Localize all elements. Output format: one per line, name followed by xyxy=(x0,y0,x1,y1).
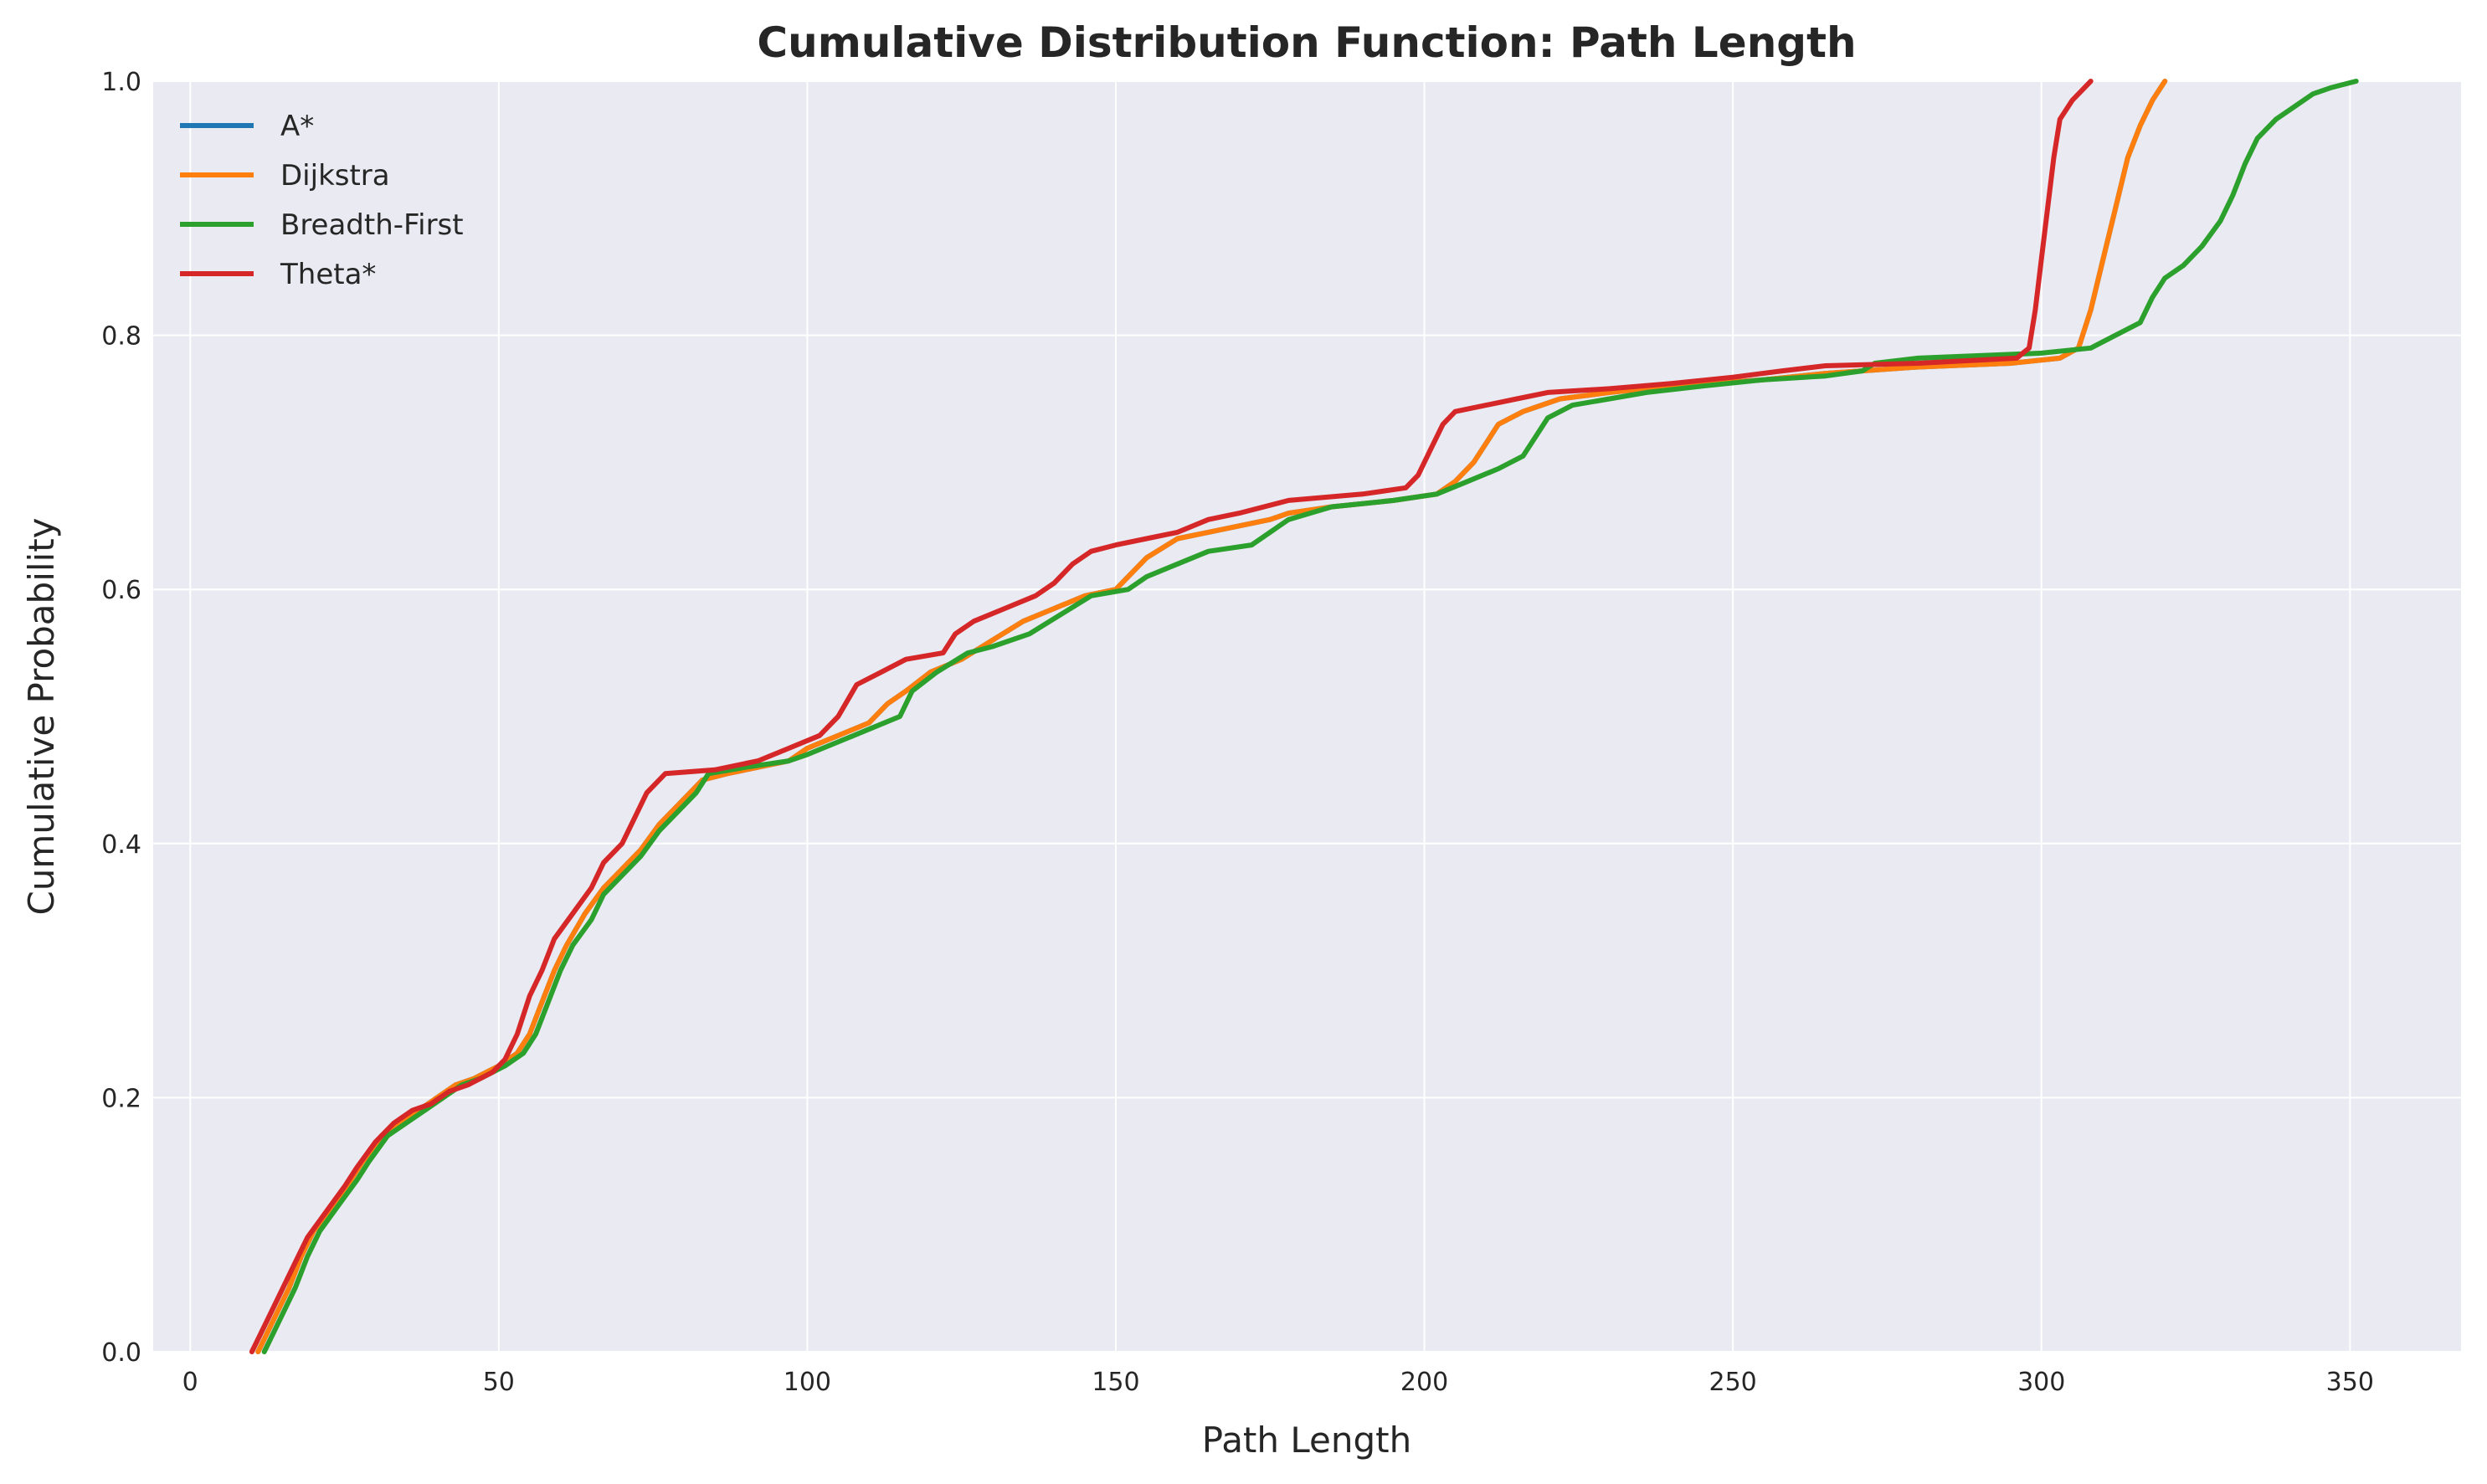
y-tick-labels: 0.0 0.2 0.4 0.6 0.8 1.0 xyxy=(101,68,141,1368)
y-axis-label: Cumulative Probability xyxy=(21,517,62,915)
y-tick-label: 0.8 xyxy=(101,322,141,352)
legend: A* Dijkstra Breadth-First Theta* xyxy=(180,110,464,291)
y-tick-label: 0.6 xyxy=(101,576,141,605)
x-tick-labels: 0 50 100 150 200 250 300 350 xyxy=(182,1368,2374,1397)
x-axis-label: Path Length xyxy=(1202,1420,1411,1461)
y-tick-label: 0.2 xyxy=(101,1084,141,1113)
x-tick-label: 150 xyxy=(1092,1368,1139,1397)
y-tick-label: 0.4 xyxy=(101,830,141,860)
x-tick-label: 250 xyxy=(1709,1368,1757,1397)
x-tick-label: 50 xyxy=(483,1368,515,1397)
y-gridlines xyxy=(153,80,2461,1353)
series-line-theta-star xyxy=(249,79,2094,1354)
x-tick-label: 300 xyxy=(2017,1368,2065,1397)
x-tick-label: 200 xyxy=(1400,1368,1448,1397)
legend-label-dijkstra: Dijkstra xyxy=(280,159,390,193)
legend-label-theta-star: Theta* xyxy=(280,258,376,291)
x-tick-label: 100 xyxy=(784,1368,831,1397)
x-gridlines xyxy=(189,81,2351,1352)
x-tick-label: 350 xyxy=(2326,1368,2374,1397)
chart-title: Cumulative Distribution Function: Path L… xyxy=(757,18,1856,67)
x-tick-label: 0 xyxy=(182,1368,198,1397)
legend-label-breadth-first: Breadth-First xyxy=(280,208,464,242)
y-tick-label: 0.0 xyxy=(101,1338,141,1368)
y-tick-label: 1.0 xyxy=(101,68,141,97)
plot-area xyxy=(153,81,2461,1352)
series-lines xyxy=(249,79,2359,1354)
legend-label-a-star: A* xyxy=(280,110,314,143)
